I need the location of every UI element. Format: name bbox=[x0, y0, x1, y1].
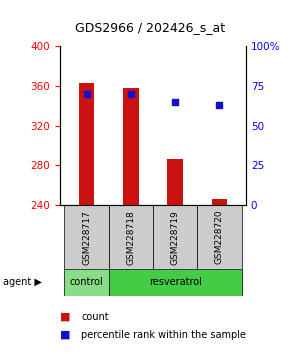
Bar bbox=[109, 269, 242, 296]
Text: count: count bbox=[81, 312, 109, 322]
Bar bbox=[197, 205, 242, 269]
Text: percentile rank within the sample: percentile rank within the sample bbox=[81, 330, 246, 339]
Text: resveratrol: resveratrol bbox=[149, 277, 202, 287]
Point bbox=[173, 99, 178, 105]
Bar bbox=[64, 205, 109, 269]
Text: GSM228718: GSM228718 bbox=[126, 210, 135, 264]
Text: agent ▶: agent ▶ bbox=[3, 277, 42, 287]
Bar bbox=[212, 199, 227, 205]
Point bbox=[84, 91, 89, 97]
Text: GSM228719: GSM228719 bbox=[171, 210, 180, 264]
Bar bbox=[167, 159, 183, 205]
Bar bbox=[109, 205, 153, 269]
Text: GSM228720: GSM228720 bbox=[215, 210, 224, 264]
Point bbox=[217, 102, 222, 108]
Bar bbox=[123, 88, 139, 205]
Text: GDS2966 / 202426_s_at: GDS2966 / 202426_s_at bbox=[75, 21, 225, 34]
Bar bbox=[153, 205, 197, 269]
Text: GSM228717: GSM228717 bbox=[82, 210, 91, 264]
Text: ■: ■ bbox=[60, 330, 70, 339]
Bar bbox=[79, 83, 94, 205]
Text: ■: ■ bbox=[60, 312, 70, 322]
Bar bbox=[64, 269, 109, 296]
Text: control: control bbox=[70, 277, 104, 287]
Point bbox=[128, 91, 133, 97]
